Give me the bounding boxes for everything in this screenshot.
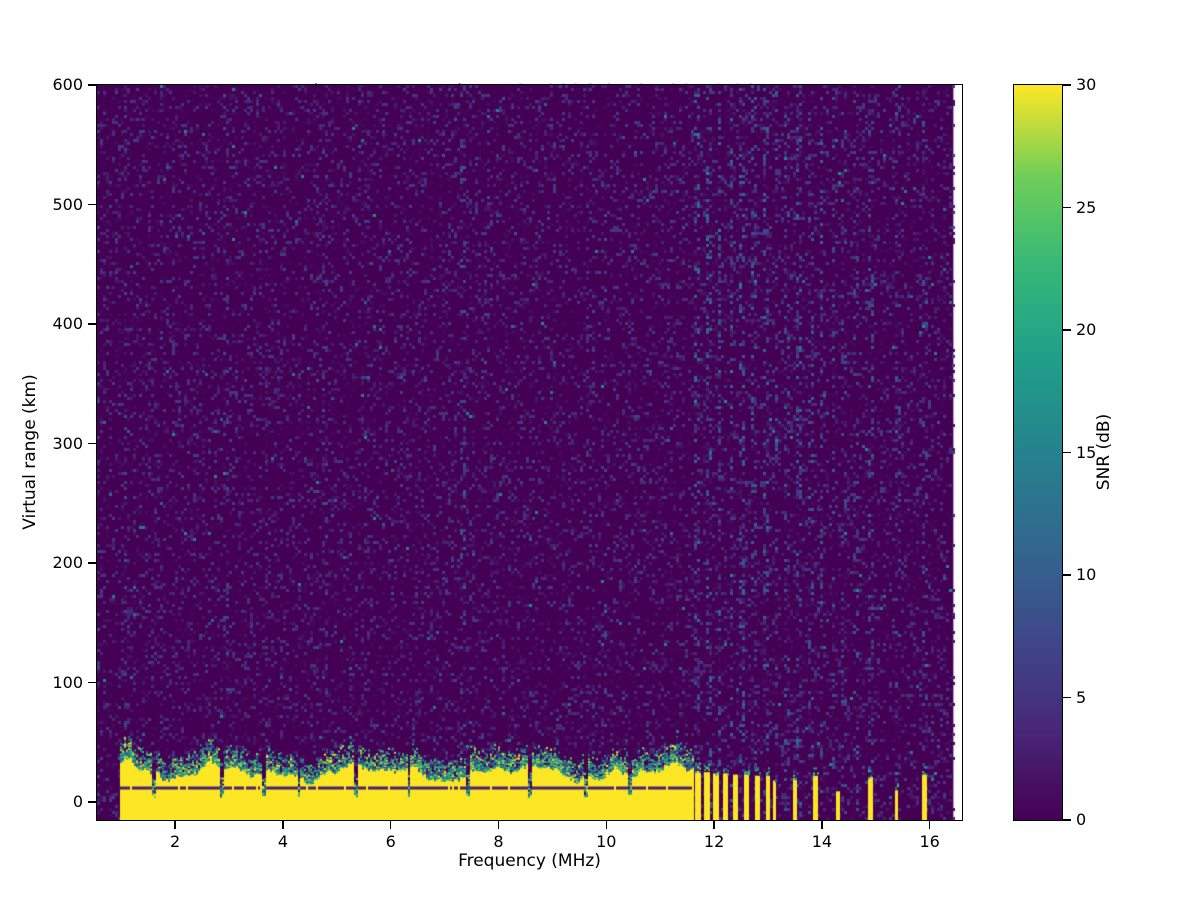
x-tick-label: 4 [277,832,289,851]
y-tick-label: 600 [52,75,83,94]
heatmap-canvas [96,84,963,821]
x-tick-mark [821,821,823,829]
y-tick-label: 100 [52,672,83,692]
x-tick-mark [713,821,715,829]
y-tick-label: 300 [52,433,83,453]
colorbar-tick-mark [1063,84,1071,86]
colorbar-tick-mark [1063,451,1071,454]
x-tick-mark [928,821,931,829]
y-tick-mark [88,203,96,206]
x-tick-mark [282,821,284,829]
x-tick-mark [174,821,176,829]
x-tick-label: 12 [703,832,725,851]
x-tick-mark [605,821,608,829]
y-tick-mark [88,681,96,684]
y-tick-mark [88,562,96,564]
y-tick-mark [88,442,96,445]
y-tick-mark [88,323,96,325]
colorbar-tick-mark [1063,819,1071,821]
y-tick-label: 0 [72,792,83,812]
x-tick-label: 16 [919,832,940,851]
colorbar-tick-label: 10 [1076,565,1097,584]
colorbar-tick-label: 15 [1076,442,1097,462]
colorbar [1013,84,1063,821]
y-tick-label: 500 [52,194,83,214]
y-tick-label: 400 [52,314,83,334]
x-axis-label: Frequency (MHz) [458,851,601,871]
colorbar-tick-label: 5 [1076,687,1087,707]
x-tick-mark [389,821,392,829]
colorbar-tick-mark [1063,574,1071,576]
colorbar-tick-label: 30 [1076,75,1097,94]
x-tick-label: 14 [811,832,833,851]
colorbar-tick-label: 20 [1076,320,1097,339]
colorbar-tick-mark [1063,206,1071,209]
x-tick-label: 6 [385,832,396,851]
y-tick-label: 200 [52,553,83,573]
colorbar-tick-label: 0 [1076,810,1087,829]
colorbar-tick-mark [1063,329,1071,331]
y-tick-mark [88,84,96,86]
colorbar-tick-label: 25 [1076,197,1097,217]
x-tick-label: 8 [493,832,504,851]
y-tick-mark [88,801,96,803]
colorbar-tick-mark [1063,696,1071,699]
x-tick-mark [497,821,500,829]
x-tick-label: 10 [596,832,617,851]
x-tick-label: 2 [170,832,181,851]
